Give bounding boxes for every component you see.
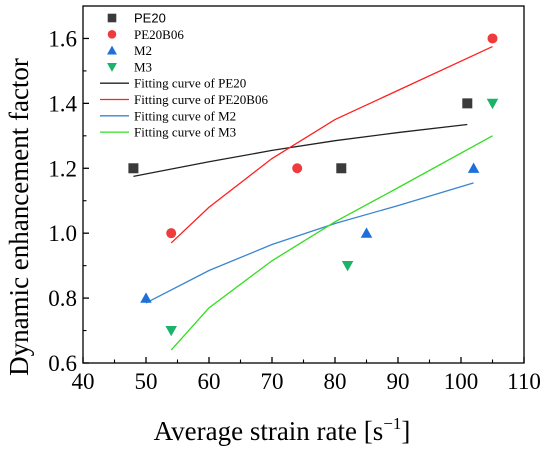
legend-label-fit-pe20b06: Fitting curve of PE20B06 — [134, 92, 268, 107]
data-point-m2 — [140, 292, 152, 303]
legend-marker-m3 — [107, 62, 117, 72]
y-tick-label: 1.0 — [48, 221, 77, 246]
x-axis-title-main: Average strain rate [s — [154, 416, 384, 446]
fit-curve-pe20 — [133, 123, 468, 178]
x-tick-label: 80 — [324, 369, 347, 394]
y-tick-label: 1.4 — [48, 91, 77, 116]
x-axis-title: Average strain rate [s−1] — [154, 414, 411, 446]
data-point-m3 — [341, 261, 354, 272]
y-tick-label: 0.8 — [48, 286, 77, 311]
legend-label-m2: M2 — [134, 43, 152, 58]
x-axis-title-tail: ] — [401, 416, 410, 446]
x-tick-label: 70 — [261, 369, 284, 394]
data-point-pe20b06 — [487, 33, 498, 44]
y-tick-label: 1.2 — [48, 156, 77, 181]
data-point-pe20 — [462, 98, 473, 109]
data-point-pe20 — [128, 163, 139, 174]
x-tick-label: 110 — [507, 369, 541, 394]
fit-curves-layer — [133, 45, 493, 351]
fit-curve-pe20b06 — [170, 45, 493, 244]
x-axis-title-exponent: −1 — [383, 414, 401, 433]
fit-curve-m3 — [170, 135, 493, 351]
legend-label-pe20b06: PE20B06 — [134, 27, 184, 42]
x-tick-label: 40 — [72, 369, 95, 394]
data-point-pe20 — [336, 163, 347, 174]
legend-label-fit-m3: Fitting curve of M3 — [134, 125, 236, 140]
legend-marker-m2 — [107, 45, 117, 55]
y-axis-title: Dynamic enhancement factor — [4, 58, 34, 376]
data-point-pe20b06 — [292, 163, 303, 174]
y-tick-label: 1.6 — [48, 26, 77, 51]
x-tick-label: 100 — [444, 369, 479, 394]
data-points-layer — [128, 33, 499, 337]
legend-label-fit-m2: Fitting curve of M2 — [134, 108, 236, 123]
legend-label-m3: M3 — [134, 59, 152, 74]
x-tick-label: 90 — [387, 369, 410, 394]
legend-label-pe20: PE20 — [134, 11, 166, 26]
data-point-m2 — [467, 162, 480, 173]
x-tick-label: 60 — [198, 369, 221, 394]
data-point-m3 — [165, 325, 177, 337]
x-tick-label: 50 — [135, 369, 158, 394]
axes-layer: 40 50 60 70 80 90 100 110 0.6 0.8 1.0 1.2 1.4 1.6 — [48, 5, 541, 394]
data-point-m3 — [486, 98, 499, 110]
legend-marker-pe20 — [107, 13, 117, 23]
y-tick-label: 0.6 — [48, 351, 77, 376]
data-point-m2 — [360, 227, 373, 238]
data-point-pe20b06 — [166, 228, 177, 239]
fit-curve-m2 — [145, 182, 474, 304]
legend-label-fit-pe20: Fitting curve of PE20 — [134, 76, 246, 91]
legend-marker-pe20b06 — [107, 30, 117, 39]
